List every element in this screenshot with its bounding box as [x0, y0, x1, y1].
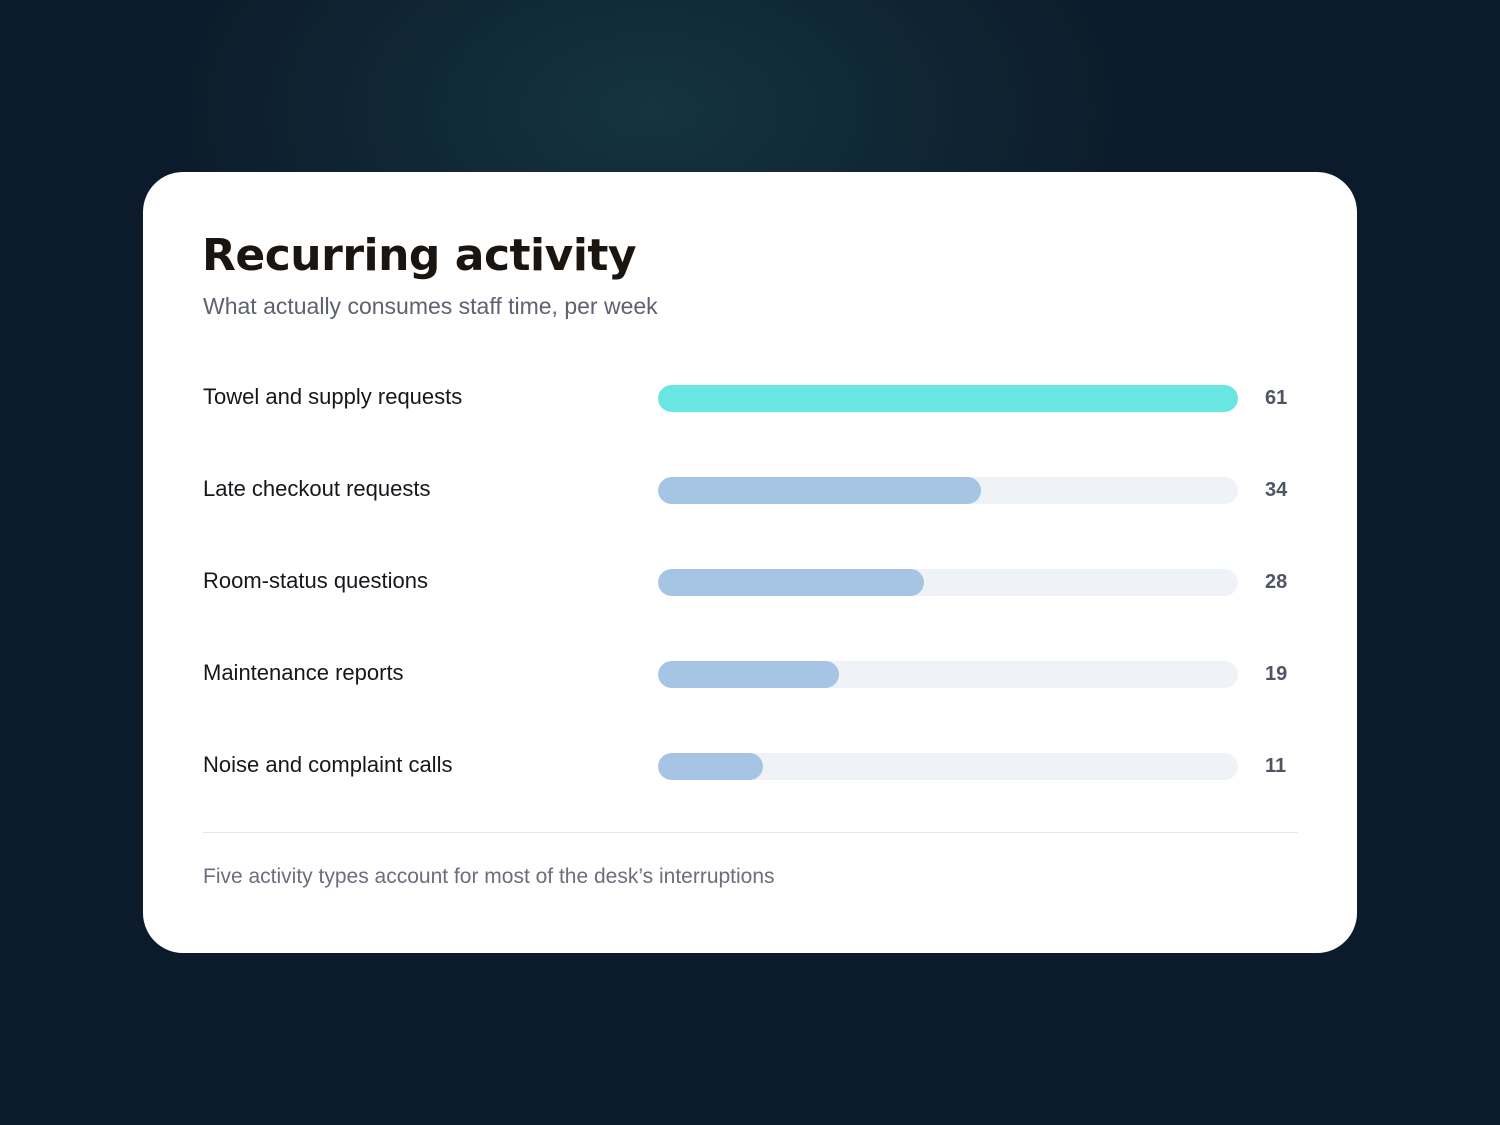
- bar-track: [658, 661, 1238, 688]
- divider: [203, 832, 1298, 833]
- bar-track: [658, 385, 1238, 412]
- bar-value-label: 19: [1265, 663, 1288, 685]
- bar-fill: [658, 569, 924, 596]
- bar-track: [658, 477, 1238, 504]
- bar-row: Room-status questions 28: [143, 561, 1357, 601]
- bar-label: Room-status questions: [203, 568, 428, 593]
- bar-fill: [658, 661, 839, 688]
- bar-value-label: 11: [1265, 755, 1287, 777]
- chart-card: Recurring activity What actually consume…: [143, 172, 1357, 953]
- bar-row: Noise and complaint calls 11: [143, 745, 1357, 785]
- bar-label: Maintenance reports: [203, 660, 404, 685]
- bar-label: Noise and complaint calls: [203, 752, 453, 777]
- bar-label: Late checkout requests: [203, 476, 431, 501]
- bar-track: [658, 569, 1238, 596]
- bar-row: Late checkout requests 34: [143, 469, 1357, 509]
- bar-value-label: 28: [1265, 571, 1288, 593]
- bar-row: Maintenance reports 19: [143, 653, 1357, 693]
- bar-value-label: 61: [1265, 387, 1288, 409]
- chart-footnote: Five activity types account for most of …: [203, 865, 775, 888]
- chart-title: Recurring activity: [202, 230, 637, 281]
- bar-value-label: 34: [1265, 479, 1288, 501]
- bar-fill: [658, 477, 981, 504]
- bar-label: Towel and supply requests: [203, 384, 463, 409]
- bar-fill: [658, 385, 1238, 412]
- bar-list: Towel and supply requests 61 Late checkout…: [143, 172, 1357, 953]
- bar-row: Towel and supply requests 61: [143, 377, 1357, 417]
- bar-track: [658, 753, 1238, 780]
- chart-subtitle: What actually consumes staff time, per w…: [203, 293, 658, 319]
- bar-fill: [658, 753, 763, 780]
